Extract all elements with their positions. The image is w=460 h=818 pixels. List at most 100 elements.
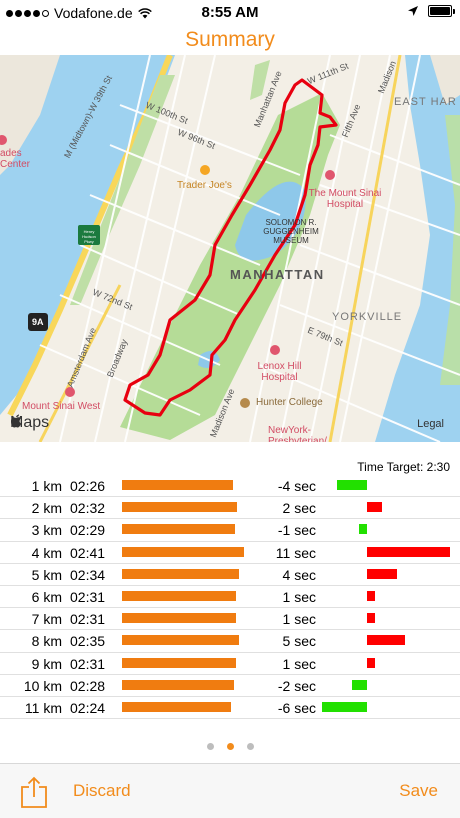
label-center: ades Center [0,148,31,170]
split-diff: -4 sec [277,478,316,494]
page-dot[interactable] [246,743,254,750]
park-sign-icon: Henry Hudson Pkwy [82,229,96,244]
apple-maps-logo: Maps [10,414,49,432]
split-distance: 7 km [31,611,62,628]
split-distance: 4 km [31,544,62,561]
page-title: Summary [185,28,275,51]
split-diff-bar [367,635,405,646]
label-yorkville: YORKVILLE [332,311,403,323]
split-diff-bar [337,480,367,490]
label-newyork-presbyterian: NewYork-Presbyterian/... [268,425,336,442]
label-trader-joes: Trader Joe's [177,180,232,191]
share-icon[interactable] [20,776,48,808]
split-row: 10 km 02:28 -2 sec [0,675,460,697]
map-background [0,55,460,442]
split-distance: 3 km [31,522,62,539]
split-pace-bar [122,568,239,579]
carrier-info: Vodafone.de [6,5,152,21]
save-button[interactable]: Save [399,781,438,800]
split-distance: 5 km [31,566,62,583]
splits-table: 1 km 02:26 -4 sec 2 km 02:32 2 sec 3 km 02:29 -1… [0,475,460,720]
split-pace-bar [122,657,236,668]
label-mount-sinai: The Mount Sinai Hospital [308,188,382,210]
split-pace-bar [122,613,236,624]
split-row: 6 km 02:31 1 sec [0,586,460,609]
split-diff: 1 sec [282,588,316,605]
split-distance: 6 km [31,588,62,605]
split-pace-bar [122,679,234,690]
split-pace: 02:28 [70,677,106,694]
split-distance: 10 km [23,677,62,694]
label-east-harlem: EAST HAR [394,96,457,108]
status-bar: Vodafone.de 8:55 AM [0,0,460,26]
label-hunter-college: Hunter College [256,397,323,408]
split-row: 1 km 02:26 -4 sec [0,475,460,498]
discard-button[interactable]: Discard [73,781,131,800]
split-diff: -1 sec [277,522,316,539]
split-pace: 02:24 [70,699,106,716]
split-diff: 5 sec [282,633,316,650]
wifi-icon [137,7,152,18]
signal-strength-icon [6,9,49,17]
split-distance: 9 km [31,655,62,672]
label-lenox-hill: Lenox Hill Hospital [257,361,302,383]
battery-full-icon [428,5,455,17]
split-diff-bar [352,679,367,690]
split-pace-bar [122,524,235,535]
split-row: 9 km 02:31 1 sec [0,653,460,675]
split-diff-bar [359,524,367,535]
split-pace: 02:32 [70,500,106,517]
apple-logo-icon [11,414,21,428]
split-pace: 02:31 [70,588,106,605]
split-diff: -2 sec [277,677,316,694]
page-indicator[interactable] [0,743,460,750]
split-diff-bar [367,657,375,668]
split-pace-bar [122,701,231,712]
page-dot[interactable] [226,743,234,750]
split-diff: 11 sec [275,544,316,561]
legal-link[interactable]: Legal [417,418,444,430]
split-pace: 02:35 [70,633,106,650]
split-diff-bar [322,701,367,712]
split-row: 11 km 02:24 -6 sec [0,697,460,720]
bottom-toolbar: Discard Save [0,763,460,818]
split-diff-bar [367,568,397,579]
split-distance: 11 km [24,699,62,716]
split-diff-bar [367,613,375,624]
split-pace: 02:26 [70,478,106,494]
label-mount-sinai-west: Mount Sinai West [22,401,101,412]
split-diff: -6 sec [277,699,316,716]
split-diff-bar [367,546,450,557]
split-pace: 02:41 [70,544,106,561]
split-pace-bar [122,502,237,513]
split-diff-bar [367,590,375,601]
split-pace-bar [122,480,233,490]
split-distance: 8 km [31,633,62,650]
highway-9a-icon: 9A [32,317,44,327]
split-distance: 2 km [31,500,62,517]
carrier-name: Vodafone.de [54,5,133,21]
split-pace-bar [122,635,239,646]
split-pace-bar [122,546,244,557]
split-distance: 1 km [31,478,62,494]
route-map[interactable]: W 111th St W 100th St W 96th St W 72nd S… [0,55,460,442]
split-row: 3 km 02:29 -1 sec [0,519,460,542]
split-diff: 2 sec [282,500,316,517]
page-dot[interactable] [206,743,214,750]
split-pace: 02:29 [70,522,106,539]
label-manhattan: MANHATTAN [230,267,325,282]
split-pace: 02:31 [70,655,106,672]
location-arrow-icon [408,6,418,16]
time-target: Time Target: 2:30 [357,460,450,474]
split-pace: 02:31 [70,611,106,628]
split-row: 4 km 02:41 11 sec [0,542,460,564]
split-pace: 02:34 [70,566,106,583]
label-guggenheim: SOLOMON R. GUGGENHEIM MUSEUM [263,218,319,245]
split-row: 7 km 02:31 1 sec [0,608,460,631]
split-row: 8 km 02:35 5 sec [0,630,460,653]
status-time: 8:55 AM [201,4,259,21]
split-row: 2 km 02:32 2 sec [0,497,460,520]
split-diff: 1 sec [282,655,316,672]
split-diff-bar [367,502,382,513]
split-diff: 4 sec [282,566,316,583]
